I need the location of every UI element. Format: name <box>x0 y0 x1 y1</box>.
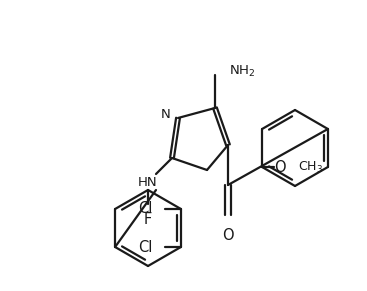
Text: Cl: Cl <box>138 201 153 217</box>
Text: O: O <box>274 159 286 175</box>
Text: O: O <box>222 228 234 243</box>
Text: Cl: Cl <box>138 239 153 255</box>
Text: NH$_2$: NH$_2$ <box>229 63 255 79</box>
Text: CH$_3$: CH$_3$ <box>298 159 323 175</box>
Text: HN: HN <box>138 175 158 189</box>
Text: F: F <box>144 212 152 227</box>
Text: N: N <box>160 109 170 122</box>
